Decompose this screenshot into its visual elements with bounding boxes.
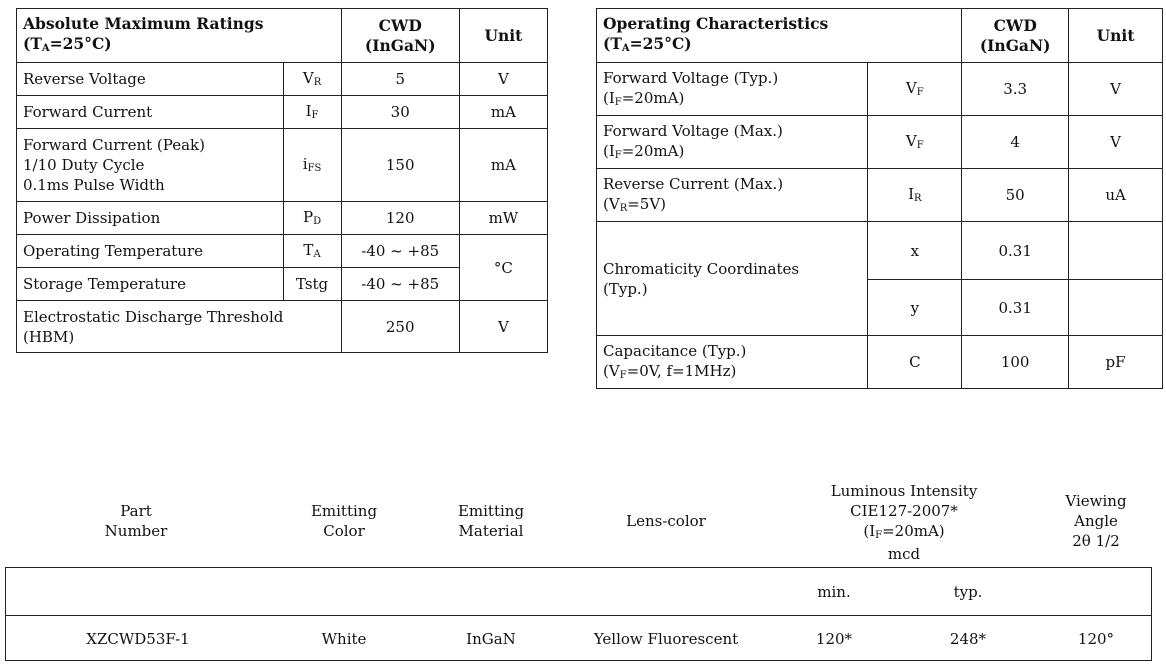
symbol-cell: VR: [282, 62, 342, 96]
min-intensity-value: 120*: [815, 630, 853, 648]
param-cell: Forward Current: [16, 95, 284, 129]
param-cell: Forward Voltage (Max.) (IF=20mA): [595, 115, 869, 169]
abs-condition: (TA=25°C): [23, 34, 112, 54]
sub-header-min: min.: [817, 583, 851, 601]
lens-color-value: Yellow Fluorescent: [593, 630, 739, 648]
col-emitting-material: Emitting Material: [457, 502, 525, 540]
symbol-cell: TA: [282, 234, 342, 268]
col-luminous-intensity: Luminous Intensity CIE127-2007* (IF=20mA…: [830, 482, 978, 563]
param-cell: Forward Voltage (Typ.) (IF=20mA): [595, 62, 869, 116]
value-cell: -40 ~ +85: [340, 234, 460, 268]
table-row: Power Dissipation PD 120 mW: [16, 201, 549, 235]
param-cell: Forward Current (Peak) 1/10 Duty Cycle 0…: [16, 128, 284, 202]
symbol-cell: iFS: [282, 128, 342, 202]
symbol-cell: y: [867, 279, 963, 336]
param-cell: Reverse Voltage: [16, 62, 284, 96]
value-cell: 5: [340, 62, 460, 96]
unit-cell: [1068, 279, 1163, 336]
unit-cell: [1068, 221, 1163, 280]
symbol-cell: VF: [867, 62, 963, 116]
unit-cell: V: [458, 300, 549, 353]
symbol-cell: x: [867, 221, 963, 280]
part-number-value: XZCWD53F-1: [86, 630, 190, 648]
absolute-max-ratings-table: Absolute Maximum Ratings (TA=25°C) CWD (I…: [16, 8, 549, 353]
opc-col-unit: Unit: [1068, 8, 1163, 63]
table-row: Capacitance (Typ.) (VF=0V, f=1MHz) C 100…: [595, 335, 1163, 389]
divider: [6, 615, 1151, 616]
table-row: Operating Temperature TA -40 ~ +85 °C: [16, 234, 549, 301]
table-row: Electrostatic Discharge Threshold (HBM) …: [16, 300, 549, 353]
symbol-cell: PD: [282, 201, 342, 235]
table-row: Forward Current IF 30 mA: [16, 95, 549, 129]
col-viewing-angle: Viewing Angle 2θ 1/2: [1065, 492, 1127, 550]
value-cell: 50: [961, 168, 1070, 222]
abs-col-unit: Unit: [458, 8, 549, 63]
opc-col-cwd: CWD (InGaN): [961, 8, 1070, 63]
unit-cell: mA: [458, 95, 549, 129]
sub-header-typ: typ.: [953, 583, 983, 601]
typ-intensity-value: 248*: [949, 630, 987, 648]
emitting-material-value: InGaN: [466, 630, 516, 648]
value-cell: 120: [340, 201, 460, 235]
table-row: Forward Voltage (Max.) (IF=20mA) VF 4 V: [595, 115, 1163, 169]
luminous-table-header: Part Number Emitting Color Emitting Materia…: [6, 480, 1154, 568]
abs-title: Absolute Maximum Ratings: [23, 14, 264, 33]
table-row: y 0.31: [597, 279, 1163, 336]
operating-characteristics-table: Operating Characteristics (TA=25°C) CWD(…: [595, 8, 1163, 389]
value-cell: 100: [961, 335, 1070, 389]
table-row: Chromaticity Coordinates (Typ.) x 0.31: [595, 221, 1163, 336]
unit-cell: pF: [1068, 335, 1163, 389]
param-cell: Capacitance (Typ.) (VF=0V, f=1MHz): [595, 335, 869, 389]
luminous-table-body: min. typ. XZCWD53F-1 White InGaN Yellow …: [5, 567, 1152, 661]
table-row: Storage Temperature Tstg -40 ~ +85: [16, 267, 548, 301]
unit-cell: V: [458, 62, 549, 96]
unit-cell: mA: [458, 128, 549, 202]
emitting-color-value: White: [321, 630, 367, 648]
symbol-cell: VF: [867, 115, 963, 169]
table-row: Reverse Voltage VR 5 V: [16, 62, 549, 96]
opc-title-cell: Operating Characteristics (TA=25°C): [595, 8, 963, 63]
value-cell: -40 ~ +85: [340, 267, 460, 301]
opc-condition: (TA=25°C): [603, 34, 692, 54]
opc-title: Operating Characteristics: [603, 14, 829, 33]
value-cell: 0.31: [961, 279, 1070, 336]
param-cell: Electrostatic Discharge Threshold (HBM): [16, 300, 342, 353]
value-cell: 0.31: [961, 221, 1070, 280]
unit-cell: mW: [458, 201, 549, 235]
symbol-cell: IF: [282, 95, 342, 129]
viewing-angle-value: 120°: [1077, 630, 1115, 648]
param-cell: Chromaticity Coordinates (Typ.): [595, 221, 869, 336]
unit-cell: V: [1068, 115, 1163, 169]
temp-unit-cell: °C: [458, 234, 549, 301]
abs-title-cell: Absolute Maximum Ratings (TA=25°C): [16, 8, 342, 63]
table-row: Forward Current (Peak) 1/10 Duty Cycle 0…: [16, 128, 549, 202]
param-cell: Reverse Current (Max.) (VR=5V): [595, 168, 869, 222]
value-cell: 150: [340, 128, 460, 202]
value-cell: 250: [340, 300, 460, 353]
unit-cell: uA: [1068, 168, 1163, 222]
value-cell: 3.3: [961, 62, 1070, 116]
table-row: Reverse Current (Max.) (VR=5V) IR 50 uA: [595, 168, 1163, 222]
value-cell: 30: [340, 95, 460, 129]
col-part-number: Part Number: [104, 502, 168, 540]
value-cell: 4: [961, 115, 1070, 169]
param-cell: Power Dissipation: [16, 201, 284, 235]
col-lens-color: Lens-color: [626, 512, 706, 530]
param-cell: Operating Temperature: [16, 234, 284, 268]
symbol-cell: C: [867, 335, 963, 389]
unit-cell: V: [1068, 62, 1163, 116]
param-cell: Storage Temperature: [16, 267, 284, 301]
col-emitting-color: Emitting Color: [310, 502, 378, 540]
symbol-cell: Tstg: [282, 267, 342, 301]
symbol-cell: IR: [867, 168, 963, 222]
abs-col-cwd: CWD (InGaN): [340, 8, 460, 63]
table-row: Forward Voltage (Typ.) (IF=20mA) VF 3.3 …: [595, 62, 1163, 116]
